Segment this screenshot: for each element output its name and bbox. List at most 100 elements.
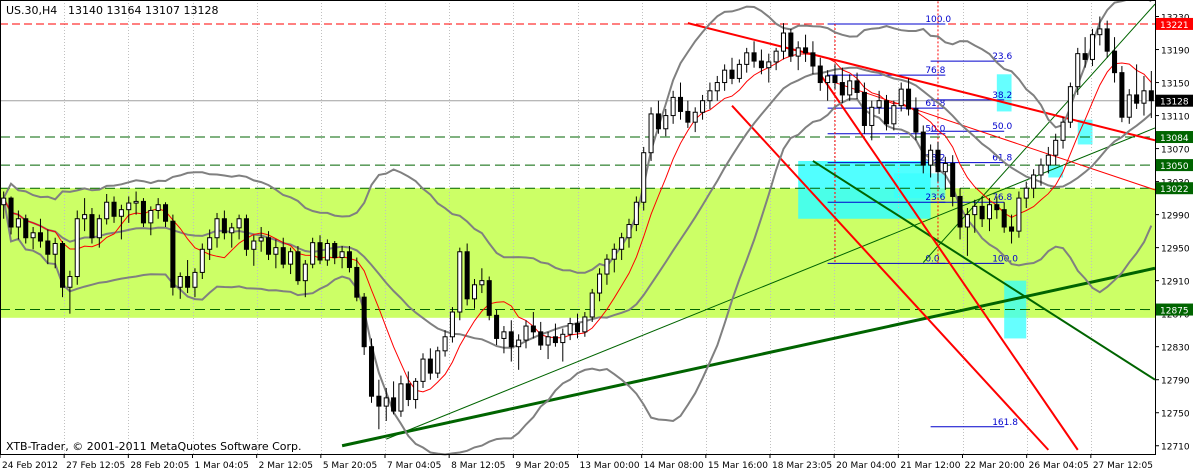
candle xyxy=(517,340,521,347)
candle xyxy=(68,277,72,288)
y-tick-label: 12750 xyxy=(1161,410,1190,420)
candle xyxy=(458,252,462,312)
candle xyxy=(230,228,234,233)
candle xyxy=(222,219,226,233)
candle xyxy=(848,81,852,95)
candle xyxy=(539,332,543,345)
candle xyxy=(892,106,896,124)
y-tick-label: 13110 xyxy=(1161,113,1190,123)
candle xyxy=(1039,165,1043,175)
fib-label: 76.8 xyxy=(925,66,945,76)
candle xyxy=(465,252,469,299)
candle xyxy=(980,206,984,218)
candle xyxy=(112,202,116,216)
candle xyxy=(61,244,65,288)
candle xyxy=(200,249,204,272)
candle xyxy=(1090,35,1094,60)
candle xyxy=(649,114,653,153)
candle xyxy=(2,198,6,205)
candle xyxy=(31,233,35,238)
candle xyxy=(1105,29,1109,51)
candle xyxy=(796,48,800,56)
candle xyxy=(907,89,911,109)
candle xyxy=(105,202,109,219)
x-tick-label: 22 Mar 20:00 xyxy=(965,461,1025,471)
candle xyxy=(164,205,168,222)
candle xyxy=(266,238,270,255)
candle xyxy=(1046,155,1050,165)
candle xyxy=(141,201,145,222)
candle xyxy=(524,326,528,340)
candle xyxy=(156,205,160,211)
candle xyxy=(678,97,682,111)
candle xyxy=(745,53,749,65)
candle xyxy=(318,243,322,260)
candle xyxy=(1002,210,1006,227)
candle xyxy=(634,202,638,224)
chart-symbol-label: US.30,H4 xyxy=(6,4,57,17)
x-tick-label: 14 Mar 08:00 xyxy=(644,461,704,471)
candle xyxy=(38,233,42,241)
candle xyxy=(804,48,808,53)
chart-ohlc-header: 13140 13164 13107 13128 xyxy=(68,4,218,17)
candle xyxy=(531,326,535,332)
candle xyxy=(311,243,315,264)
candle xyxy=(620,238,624,250)
candle xyxy=(274,248,278,255)
candle xyxy=(421,359,425,381)
candle xyxy=(965,215,969,227)
price-label: 13221 xyxy=(1160,21,1189,31)
candle xyxy=(281,248,285,265)
candle xyxy=(936,150,940,171)
candle xyxy=(487,281,491,316)
candle xyxy=(899,89,903,106)
y-tick-label: 12710 xyxy=(1161,443,1190,453)
x-tick-label: 15 Mar 16:00 xyxy=(708,461,768,471)
price-label: 13128 xyxy=(1160,98,1189,108)
candle xyxy=(921,132,925,165)
candle xyxy=(568,324,572,335)
candle xyxy=(83,215,87,219)
candle xyxy=(472,285,476,299)
candle xyxy=(995,205,999,210)
candle xyxy=(752,53,756,61)
candle xyxy=(127,203,131,210)
candle xyxy=(590,293,594,317)
candle xyxy=(46,241,50,254)
candle xyxy=(436,351,440,373)
price-label: 13050 xyxy=(1160,162,1189,172)
candle xyxy=(811,53,815,66)
candle xyxy=(884,101,888,124)
candle xyxy=(215,219,219,238)
candle xyxy=(1113,51,1117,72)
candle xyxy=(193,272,197,287)
x-tick-label: 27 Mar 12:05 xyxy=(1093,461,1153,471)
candle xyxy=(951,163,955,196)
candle xyxy=(362,297,366,347)
candle xyxy=(1149,91,1153,101)
candle xyxy=(289,252,293,264)
candle xyxy=(399,384,403,411)
candle xyxy=(509,332,513,347)
candle xyxy=(575,324,579,332)
candle xyxy=(480,281,484,285)
candle xyxy=(340,252,344,258)
y-tick-label: 12950 xyxy=(1161,245,1190,255)
candle xyxy=(943,163,947,171)
candle xyxy=(730,70,734,78)
candle xyxy=(1083,54,1087,60)
x-tick-label: 18 Mar 23:05 xyxy=(772,461,832,471)
candle xyxy=(789,33,793,56)
candle xyxy=(914,109,918,132)
candle xyxy=(1120,73,1124,118)
candle xyxy=(759,61,763,68)
candle xyxy=(1127,95,1131,117)
candle xyxy=(237,219,241,228)
candle xyxy=(855,81,859,93)
candle xyxy=(1068,87,1072,122)
candle xyxy=(90,215,94,238)
candle xyxy=(1017,198,1021,231)
fib-label: 50.0 xyxy=(925,125,945,135)
